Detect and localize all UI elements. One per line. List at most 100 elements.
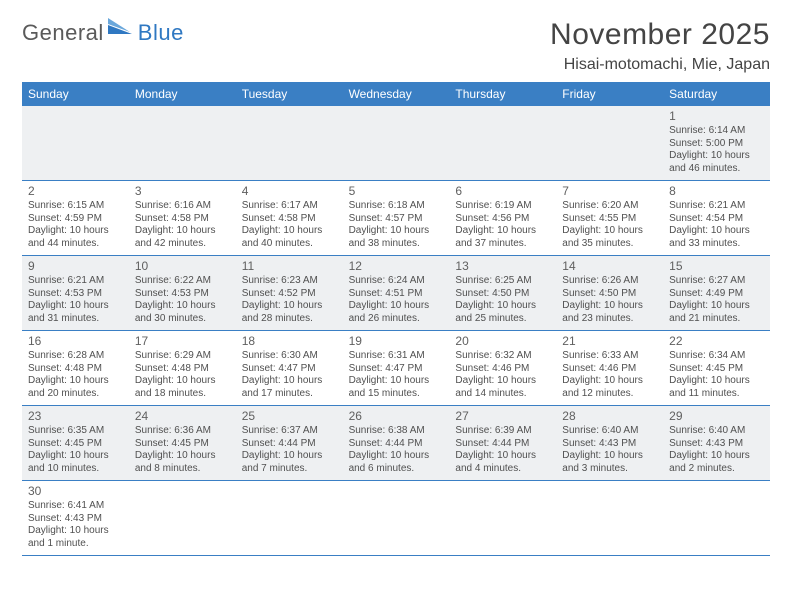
day-number: 13: [455, 259, 550, 273]
day-info-line: Daylight: 10 hours: [349, 300, 444, 313]
day-info-line: Sunrise: 6:21 AM: [28, 275, 123, 288]
day-info-line: Sunrise: 6:18 AM: [349, 200, 444, 213]
day-info-line: Daylight: 10 hours: [135, 375, 230, 388]
day-info-line: Sunrise: 6:27 AM: [669, 275, 764, 288]
day-info-line: Sunset: 4:54 PM: [669, 213, 764, 226]
day-number: 25: [242, 409, 337, 423]
day-info-line: Sunset: 4:45 PM: [28, 438, 123, 451]
day-cell: 15 Sunrise: 6:27 AMSunset: 4:49 PMDayligh…: [663, 256, 770, 330]
day-info-line: Daylight: 10 hours: [349, 375, 444, 388]
day-empty: [129, 481, 236, 555]
day-cell: 23Sunrise: 6:35 AMSunset: 4:45 PMDayligh…: [22, 406, 129, 480]
day-info-line: Daylight: 10 hours: [669, 375, 764, 388]
day-info-line: Daylight: 10 hours: [562, 225, 657, 238]
location: Hisai-motomachi, Mie, Japan: [550, 56, 770, 74]
weekday-label: Sunday: [22, 82, 129, 106]
day-number: 28: [562, 409, 657, 423]
day-info-line: Sunrise: 6:38 AM: [349, 425, 444, 438]
week-row: 23Sunrise: 6:35 AMSunset: 4:45 PMDayligh…: [22, 406, 770, 481]
day-info-line: Sunset: 4:49 PM: [669, 288, 764, 301]
day-info-line: Sunset: 4:44 PM: [455, 438, 550, 451]
header: General Blue November 2025 Hisai-motomac…: [22, 18, 770, 74]
day-number: 24: [135, 409, 230, 423]
day-info-line: Daylight: 10 hours: [135, 225, 230, 238]
day-info-line: and 38 minutes.: [349, 238, 444, 251]
day-cell: 17Sunrise: 6:29 AMSunset: 4:48 PMDayligh…: [129, 331, 236, 405]
day-number: 19: [349, 334, 444, 348]
day-cell: 26Sunrise: 6:38 AMSunset: 4:44 PMDayligh…: [343, 406, 450, 480]
day-number: 10: [135, 259, 230, 273]
day-cell: 4Sunrise: 6:17 AMSunset: 4:58 PMDaylight…: [236, 181, 343, 255]
calendar: SundayMondayTuesdayWednesdayThursdayFrid…: [22, 82, 770, 556]
day-cell: 16Sunrise: 6:28 AMSunset: 4:48 PMDayligh…: [22, 331, 129, 405]
day-number: 29: [669, 409, 764, 423]
weekday-label: Friday: [556, 82, 663, 106]
day-number: 16: [28, 334, 123, 348]
day-empty: [236, 106, 343, 180]
day-info-line: Daylight: 10 hours: [455, 300, 550, 313]
day-cell: 19Sunrise: 6:31 AMSunset: 4:47 PMDayligh…: [343, 331, 450, 405]
day-info-line: Sunrise: 6:26 AM: [562, 275, 657, 288]
day-number: 18: [242, 334, 337, 348]
day-number: 22: [669, 334, 764, 348]
day-info-line: Daylight: 10 hours: [562, 450, 657, 463]
day-info-line: Sunset: 4:45 PM: [669, 363, 764, 376]
day-empty: [22, 106, 129, 180]
weekday-label: Saturday: [663, 82, 770, 106]
day-info-line: and 35 minutes.: [562, 238, 657, 251]
day-info-line: and 8 minutes.: [135, 463, 230, 476]
day-number: 9: [28, 259, 123, 273]
day-info-line: Sunrise: 6:39 AM: [455, 425, 550, 438]
day-empty: [343, 106, 450, 180]
day-info-line: Sunset: 4:43 PM: [28, 513, 123, 526]
day-cell: 9Sunrise: 6:21 AMSunset: 4:53 PMDaylight…: [22, 256, 129, 330]
day-info-line: Sunset: 4:57 PM: [349, 213, 444, 226]
day-info-line: Daylight: 10 hours: [242, 375, 337, 388]
day-info-line: Daylight: 10 hours: [242, 225, 337, 238]
day-info-line: Sunset: 4:56 PM: [455, 213, 550, 226]
day-cell: 18Sunrise: 6:30 AMSunset: 4:47 PMDayligh…: [236, 331, 343, 405]
month-title: November 2025: [550, 18, 770, 52]
day-info-line: Sunrise: 6:19 AM: [455, 200, 550, 213]
day-number: 20: [455, 334, 550, 348]
day-number: 23: [28, 409, 123, 423]
day-info-line: Sunrise: 6:22 AM: [135, 275, 230, 288]
week-row: 30Sunrise: 6:41 AMSunset: 4:43 PMDayligh…: [22, 481, 770, 556]
day-number: 4: [242, 184, 337, 198]
day-cell: 3Sunrise: 6:16 AMSunset: 4:58 PMDaylight…: [129, 181, 236, 255]
day-cell: 22Sunrise: 6:34 AMSunset: 4:45 PMDayligh…: [663, 331, 770, 405]
day-info-line: and 1 minute.: [28, 538, 123, 551]
day-empty: [556, 106, 663, 180]
day-info-line: Sunset: 4:52 PM: [242, 288, 337, 301]
day-info-line: and 33 minutes.: [669, 238, 764, 251]
day-info-line: Sunrise: 6:24 AM: [349, 275, 444, 288]
day-cell: 6Sunrise: 6:19 AMSunset: 4:56 PMDaylight…: [449, 181, 556, 255]
weekday-label: Tuesday: [236, 82, 343, 106]
day-info-line: Daylight: 10 hours: [562, 300, 657, 313]
day-info-line: Daylight: 10 hours: [669, 300, 764, 313]
day-empty: [236, 481, 343, 555]
day-empty: [556, 481, 663, 555]
day-info-line: and 2 minutes.: [669, 463, 764, 476]
day-info-line: and 37 minutes.: [455, 238, 550, 251]
day-info-line: and 20 minutes.: [28, 388, 123, 401]
week-row: 2Sunrise: 6:15 AMSunset: 4:59 PMDaylight…: [22, 181, 770, 256]
day-info-line: Sunset: 4:43 PM: [669, 438, 764, 451]
day-number: 15: [669, 259, 764, 273]
day-info-line: and 15 minutes.: [349, 388, 444, 401]
day-info-line: and 42 minutes.: [135, 238, 230, 251]
day-info-line: and 28 minutes.: [242, 313, 337, 326]
week-row: 1Sunrise: 6:14 AMSunset: 5:00 PMDaylight…: [22, 106, 770, 181]
day-info-line: and 6 minutes.: [349, 463, 444, 476]
day-number: 26: [349, 409, 444, 423]
day-info-line: Sunrise: 6:36 AM: [135, 425, 230, 438]
day-info-line: Sunrise: 6:14 AM: [669, 125, 764, 138]
week-row: 16Sunrise: 6:28 AMSunset: 4:48 PMDayligh…: [22, 331, 770, 406]
day-info-line: Sunrise: 6:23 AM: [242, 275, 337, 288]
day-number: 30: [28, 484, 123, 498]
day-info-line: and 25 minutes.: [455, 313, 550, 326]
day-cell: 25Sunrise: 6:37 AMSunset: 4:44 PMDayligh…: [236, 406, 343, 480]
day-empty: [449, 106, 556, 180]
day-cell: 2Sunrise: 6:15 AMSunset: 4:59 PMDaylight…: [22, 181, 129, 255]
day-empty: [449, 481, 556, 555]
